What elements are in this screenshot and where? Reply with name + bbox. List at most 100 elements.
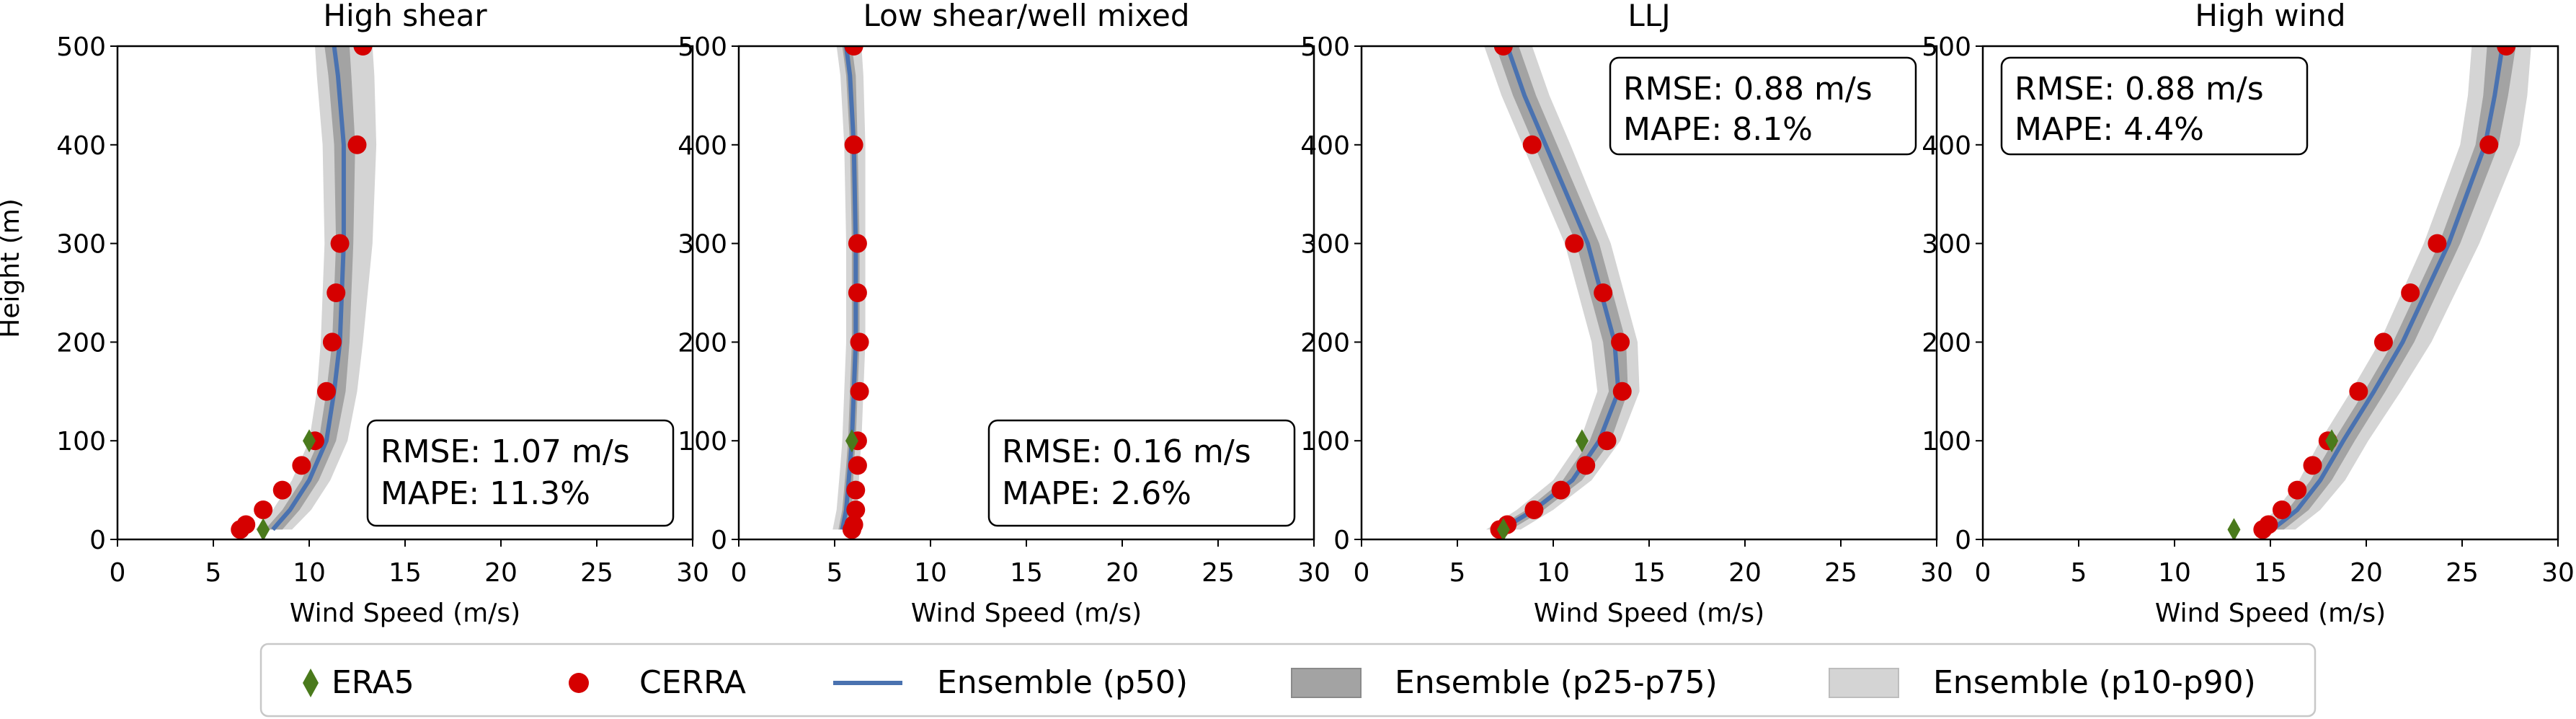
cerra-point <box>2272 500 2291 519</box>
era5-point <box>303 429 316 453</box>
cerra-point <box>1597 431 1617 451</box>
x-axis-label: Wind Speed (m/s) <box>2155 599 2386 628</box>
legend: ERA5 CERRA Ensemble (p50) Ensemble (p25-p75… <box>259 643 2317 718</box>
x-tick-label: 15 <box>1010 558 1043 588</box>
stats-box <box>2000 56 2309 156</box>
panel-title: Low shear/well mixed <box>863 0 1189 33</box>
x-tick-label: 10 <box>914 558 947 588</box>
legend-label: CERRA <box>639 664 746 701</box>
era5-point <box>2227 518 2241 539</box>
panel-0: 0 5 10 15 20 25 30 Wind Speed (m/s) 0 100 200 300 40… <box>56 0 709 628</box>
era5-point <box>257 518 270 539</box>
y-tick-label: 500 <box>1300 32 1350 62</box>
mape-text: MAPE: 4.4% <box>2015 111 2204 148</box>
stats-box <box>366 419 675 527</box>
cerra-point <box>2373 332 2393 352</box>
mape-text: MAPE: 2.6% <box>1002 475 1191 512</box>
cerra-point <box>1551 480 1571 500</box>
cerra-point <box>848 456 867 475</box>
x-tick-label: 25 <box>2446 558 2479 588</box>
cerra-point <box>2288 480 2307 500</box>
cerra-point <box>330 234 350 253</box>
x-tick-label: 5 <box>1449 558 1466 588</box>
panel-2: 0 5 10 15 20 25 30 Wind Speed (m/s) 0 100 200 300 40… <box>1300 0 1953 628</box>
y-tick-label: 0 <box>1333 526 1350 555</box>
cerra-point <box>1611 332 1630 352</box>
x-tick-label: 20 <box>1106 558 1139 588</box>
x-tick-label: 25 <box>1202 558 1235 588</box>
x-tick-label: 10 <box>293 558 326 588</box>
panel-title: High wind <box>2195 0 2345 33</box>
legend-label: Ensemble (p10-p90) <box>1933 664 2256 701</box>
x-tick-label: 20 <box>1728 558 1762 588</box>
y-tick-label: 200 <box>1300 328 1350 358</box>
x-tick-label: 30 <box>676 558 709 588</box>
y-tick-label: 400 <box>1300 131 1350 161</box>
x-tick-label: 15 <box>2254 558 2287 588</box>
era5-point <box>1496 518 1510 539</box>
ensemble-p10-p90-band <box>2253 46 2531 530</box>
cerra-point <box>846 480 866 500</box>
era5-point <box>1575 429 1589 453</box>
plot-area <box>231 46 377 539</box>
y-tick-label: 0 <box>711 526 727 555</box>
x-tick-label: 5 <box>205 558 222 588</box>
cerra-point <box>846 500 866 519</box>
y-tick-label: 200 <box>1922 328 1971 358</box>
legend-p25-p75-swatch <box>1291 668 1362 698</box>
cerra-point <box>844 46 863 56</box>
x-tick-label: 25 <box>1824 558 1857 588</box>
legend-p10-p90-swatch <box>1829 668 1899 698</box>
y-tick-label: 100 <box>678 427 727 456</box>
x-axis-label: Wind Speed (m/s) <box>1534 599 1764 628</box>
x-tick-label: 5 <box>2071 558 2087 588</box>
y-tick-label: 400 <box>1922 131 1971 161</box>
era5-point <box>845 429 858 453</box>
y-tick-label: 500 <box>678 32 727 62</box>
rmse-text: RMSE: 1.07 m/s <box>381 433 630 470</box>
x-tick-label: 30 <box>1920 558 1953 588</box>
panel-3: 0 5 10 15 20 25 30 Wind Speed (m/s) 0 100 200 300 40… <box>1922 0 2575 628</box>
x-tick-label: 10 <box>2158 558 2191 588</box>
mape-text: MAPE: 11.3% <box>381 475 590 512</box>
cerra-point <box>316 381 336 401</box>
ensemble-p50-line <box>2270 46 2505 531</box>
cerra-point <box>1565 234 1584 253</box>
legend-label: Ensemble (p50) <box>937 664 1188 701</box>
panel-1: 0 5 10 15 20 25 30 Wind Speed (m/s) 0 100 200 300 40… <box>678 0 1331 628</box>
cerra-point <box>2479 135 2499 154</box>
x-tick-label: 30 <box>2541 558 2575 588</box>
x-tick-label: 20 <box>484 558 518 588</box>
rmse-text: RMSE: 0.88 m/s <box>1623 71 1873 107</box>
cerra-point <box>1522 135 1542 154</box>
y-tick-label: 400 <box>56 131 106 161</box>
x-tick-label: 0 <box>731 558 747 588</box>
rmse-text: RMSE: 0.16 m/s <box>1002 433 1251 470</box>
x-tick-label: 25 <box>580 558 613 588</box>
y-tick-label: 200 <box>56 328 106 358</box>
cerra-point <box>1493 46 1513 56</box>
y-tick-label: 500 <box>56 32 106 62</box>
y-tick-label: 500 <box>1922 32 1971 62</box>
y-tick-label: 0 <box>89 526 106 555</box>
x-tick-label: 15 <box>388 558 422 588</box>
cerra-point <box>848 283 867 302</box>
y-tick-label: 400 <box>678 131 727 161</box>
cerra-point <box>2259 515 2278 534</box>
ensemble-p10-p90-band <box>1484 46 1640 530</box>
panel-title: LLJ <box>1627 0 1670 33</box>
y-tick-label: 300 <box>1300 230 1350 260</box>
cerra-point <box>1576 456 1596 475</box>
cerra-point <box>848 234 867 253</box>
ensemble-p50-line <box>271 46 346 531</box>
cerra-point <box>327 283 346 302</box>
x-tick-label: 15 <box>1633 558 1666 588</box>
x-tick-label: 30 <box>1297 558 1331 588</box>
x-tick-label: 20 <box>2350 558 2383 588</box>
rmse-text: RMSE: 0.88 m/s <box>2015 71 2264 107</box>
legend-label: ERA5 <box>332 664 414 701</box>
cerra-point <box>2497 46 2516 56</box>
cerra-point <box>2428 234 2447 253</box>
